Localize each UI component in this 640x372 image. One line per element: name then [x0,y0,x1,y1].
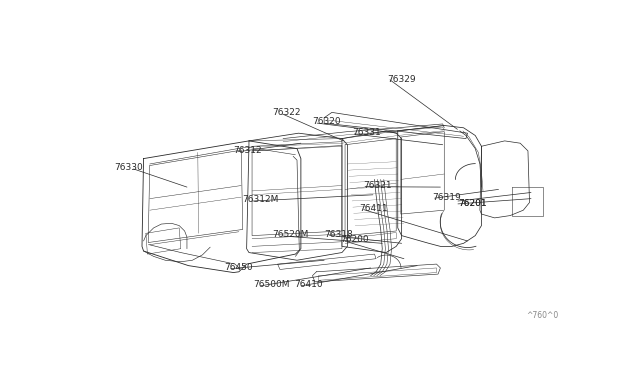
Text: 76321: 76321 [363,181,391,190]
Text: 76500M: 76500M [253,280,290,289]
Text: 76200: 76200 [340,235,369,244]
Text: 76322: 76322 [273,108,301,117]
Text: 76450: 76450 [224,263,252,272]
Text: 76320: 76320 [312,118,340,126]
Text: 76201: 76201 [458,199,486,208]
Text: 76331: 76331 [352,128,381,137]
Text: ^760^0: ^760^0 [526,311,559,320]
Text: 76410: 76410 [294,280,323,289]
Text: 76312: 76312 [233,146,261,155]
Text: 76312M: 76312M [243,195,279,204]
Text: 76411: 76411 [359,204,387,213]
Text: 76201: 76201 [458,199,486,208]
Text: 76329: 76329 [388,74,416,83]
Text: 76318: 76318 [324,230,353,239]
Text: 76520M: 76520M [273,230,309,239]
Text: 76319: 76319 [432,193,461,202]
Text: 76330: 76330 [114,163,143,172]
